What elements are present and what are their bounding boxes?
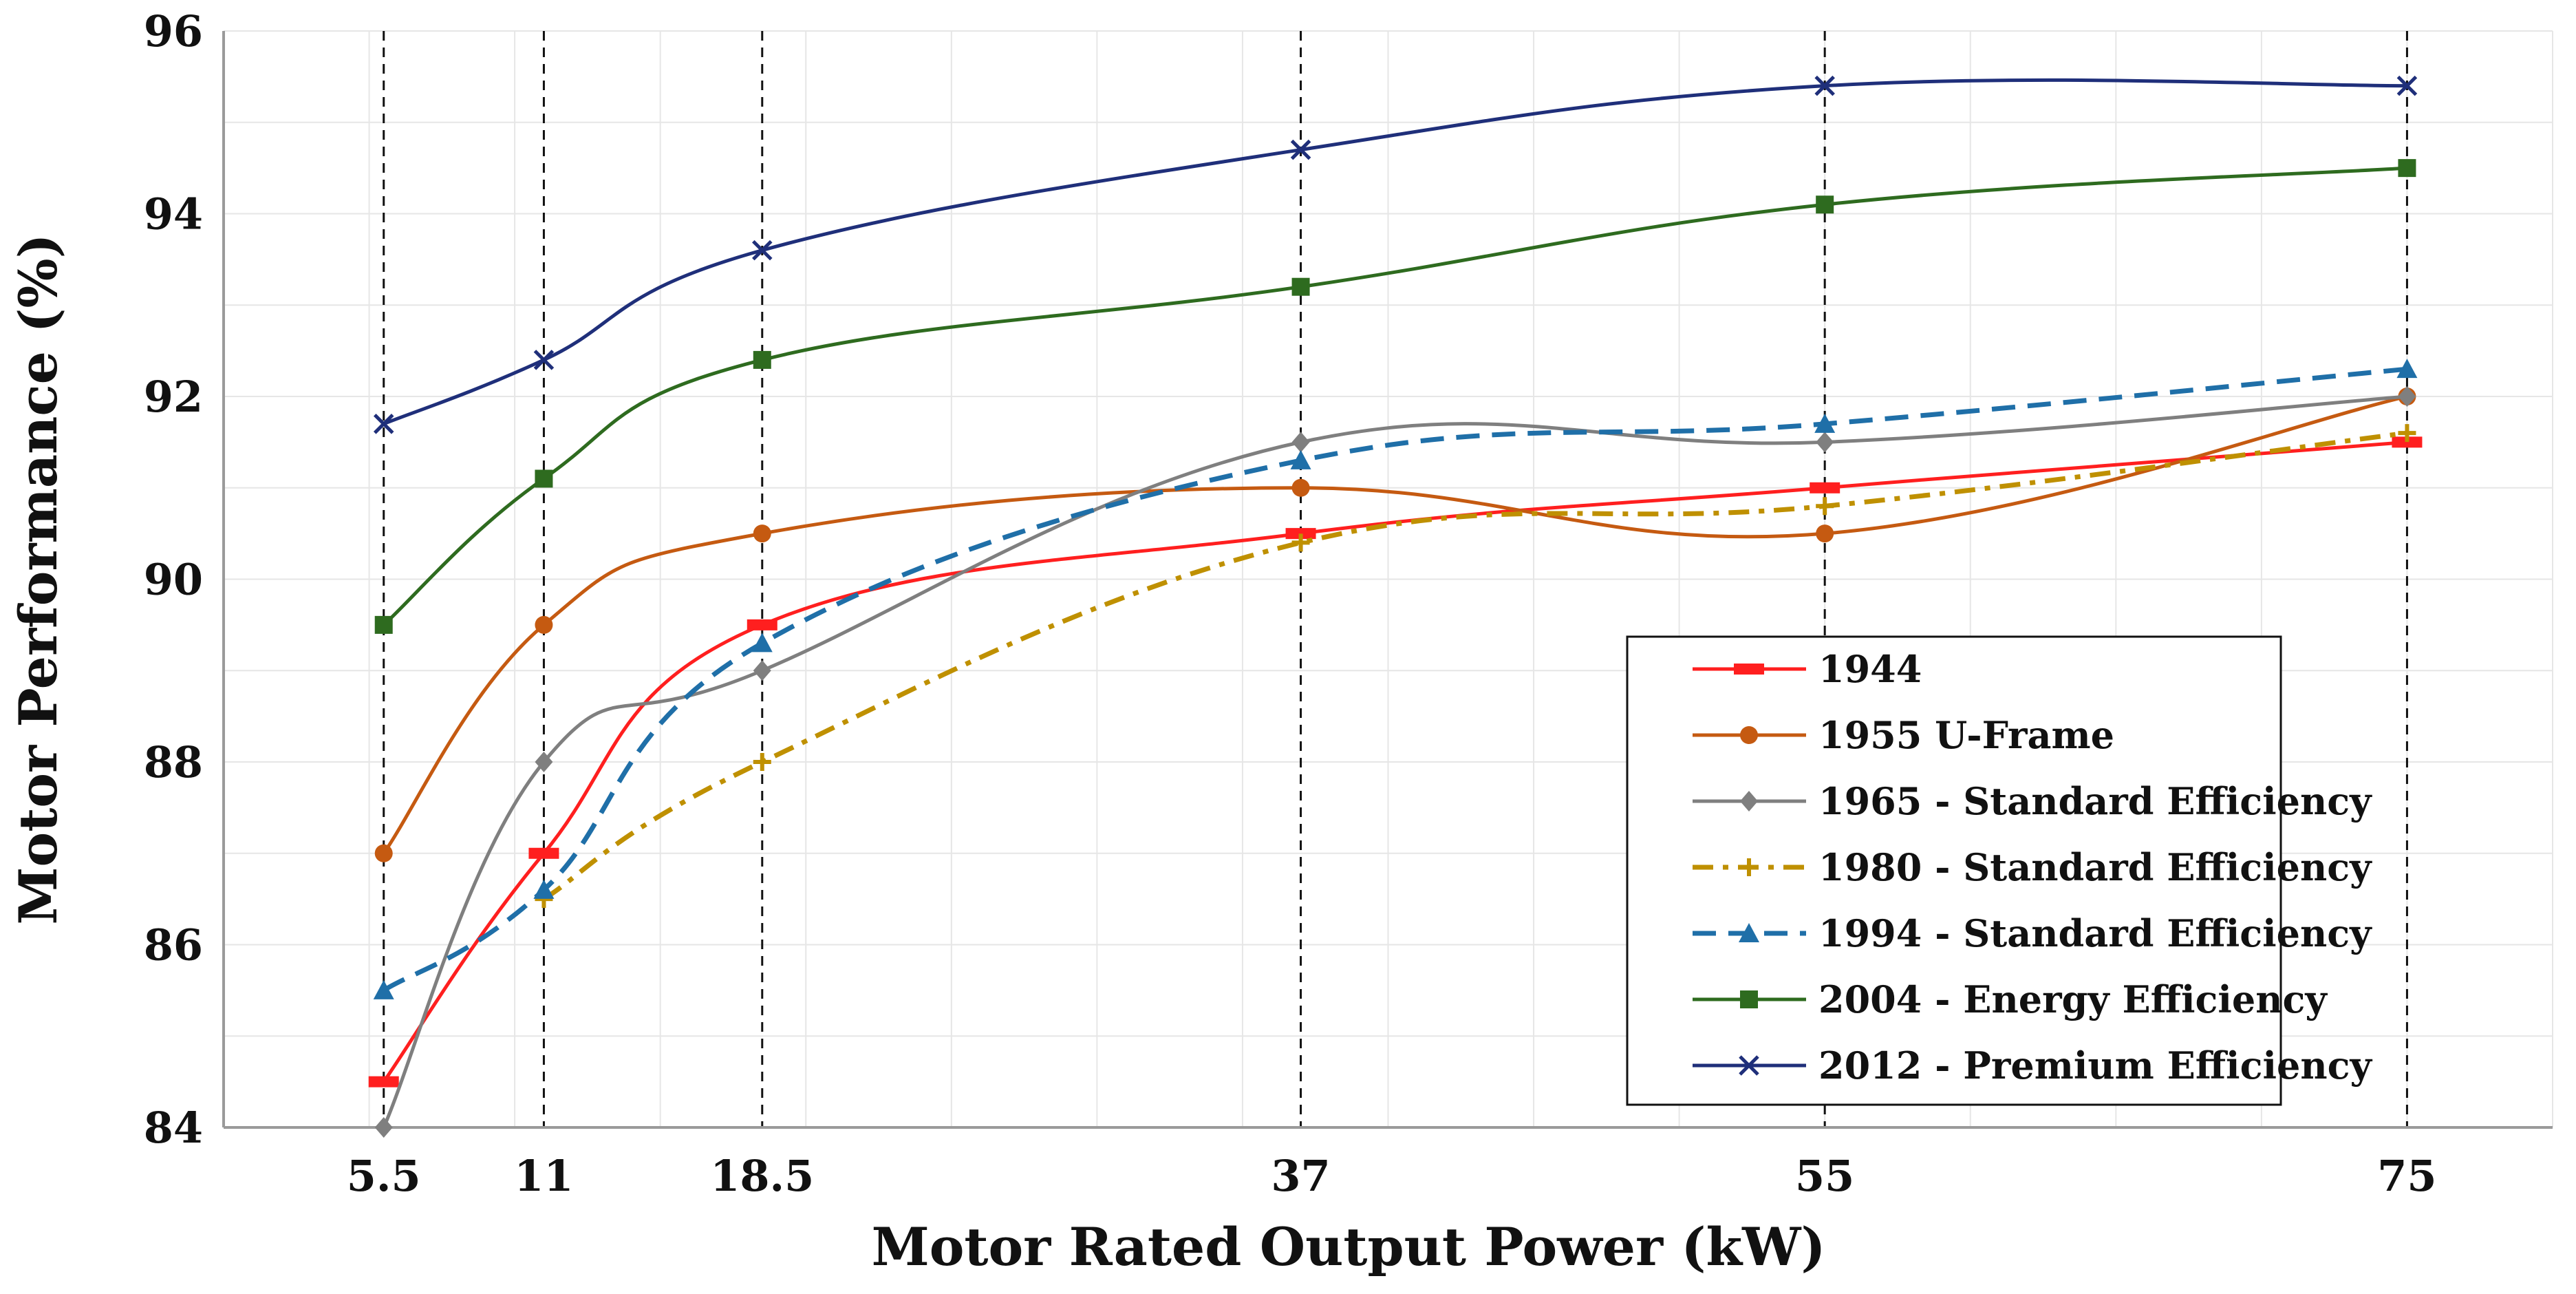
- data-point: [528, 847, 559, 859]
- series-3: [535, 424, 2416, 909]
- legend-swatch-marker: [1739, 923, 1759, 942]
- data-point: [374, 615, 393, 634]
- data-point: [535, 752, 553, 772]
- data-point: [753, 753, 771, 771]
- legend-label: 2004 - Energy Efficiency: [1818, 977, 2328, 1021]
- data-point: [753, 350, 771, 369]
- data-point: [533, 350, 555, 370]
- legend-item: 1955 U-Frame: [1693, 713, 2114, 757]
- legend-label: 1994 - Standard Efficiency: [1818, 911, 2372, 955]
- y-tick-label: 92: [144, 372, 203, 422]
- y-tick-label: 88: [144, 737, 203, 787]
- data-point: [751, 633, 773, 653]
- data-point: [1291, 478, 1310, 497]
- data-point: [373, 979, 394, 999]
- data-point: [1814, 75, 1835, 96]
- x-tick-label: 18.5: [710, 1151, 814, 1201]
- data-point: [2398, 159, 2416, 178]
- legend-item: 1965 - Standard Efficiency: [1693, 779, 2372, 823]
- data-point: [1291, 432, 1310, 453]
- data-point: [1814, 413, 1836, 433]
- x-tick-label: 5.5: [347, 1151, 421, 1201]
- y-axis-title: Motor Performance (%): [8, 233, 69, 924]
- legend-box: [1626, 635, 2282, 1106]
- data-point: [535, 469, 553, 488]
- x-axis-title: Motor Rated Output Power (kW): [872, 1216, 1826, 1277]
- series-line: [383, 78, 2407, 426]
- series-line: [383, 166, 2407, 626]
- y-tick-label: 84: [144, 1103, 203, 1153]
- legend-swatch-marker: [1740, 726, 1758, 744]
- legend-item: 2004 - Energy Efficiency: [1693, 977, 2328, 1021]
- legend-label: 1944: [1818, 647, 1922, 691]
- legend-label: 1965 - Standard Efficiency: [1818, 779, 2372, 823]
- data-point: [374, 1117, 393, 1138]
- tick-labels: 84 86 88 90 92 94 96 5.5 11 18.5 37 55 75: [144, 6, 2437, 1201]
- data-point: [2396, 75, 2418, 96]
- data-point: [747, 619, 777, 630]
- data-point: [2398, 386, 2416, 407]
- x-tick-label: 75: [2377, 1151, 2436, 1201]
- data-point: [1816, 432, 1834, 453]
- legend-label: 1980 - Standard Efficiency: [1818, 845, 2372, 889]
- legend-item: 1980 - Standard Efficiency: [1693, 845, 2372, 889]
- data-point: [752, 240, 773, 261]
- axes: [222, 31, 2553, 1129]
- x-tick-label: 55: [1795, 1151, 1854, 1201]
- data-point: [533, 879, 555, 899]
- series-4: [373, 359, 2418, 999]
- data-point: [2392, 436, 2423, 448]
- data-point: [2398, 424, 2416, 443]
- x-tick-label: 11: [514, 1151, 573, 1201]
- data-point: [753, 660, 771, 681]
- legend-item: 2012 - Premium Efficiency: [1693, 1043, 2372, 1088]
- data-point: [374, 844, 393, 862]
- legend: 1944 1955 U-Frame 1965 - Standard Efficien…: [1626, 635, 2372, 1106]
- data-point: [1290, 139, 1311, 160]
- legend-label: 2012 - Premium Efficiency: [1818, 1043, 2372, 1088]
- data-point: [1291, 533, 1310, 552]
- legend-swatch-marker: [1739, 1055, 1759, 1076]
- series-5: [374, 159, 2416, 634]
- data-point: [373, 414, 394, 434]
- data-point: [1290, 449, 1311, 469]
- legend-swatch-marker: [1734, 664, 1764, 675]
- legend-item: 1994 - Standard Efficiency: [1693, 911, 2372, 955]
- data-point: [2396, 359, 2418, 379]
- data-point: [1291, 277, 1310, 296]
- series-line: [382, 366, 2407, 993]
- data-point: [1816, 195, 1834, 214]
- legend-swatch-marker: [1740, 791, 1758, 812]
- y-tick-label: 86: [144, 920, 203, 970]
- legend-swatch-marker: [1740, 858, 1758, 876]
- legend-item: 1944: [1693, 647, 1922, 691]
- data-point: [1810, 482, 1840, 494]
- y-tick-label: 94: [144, 189, 203, 240]
- data-point: [1816, 524, 1834, 543]
- series-6: [373, 75, 2418, 434]
- x-tick-label: 37: [1271, 1151, 1330, 1201]
- data-point: [1285, 528, 1316, 540]
- y-tick-label: 96: [144, 6, 203, 56]
- series-1: [374, 388, 2416, 862]
- series-lines: [368, 75, 2423, 1138]
- series-0: [368, 436, 2423, 1088]
- data-point: [535, 615, 553, 634]
- y-tick-label: 90: [144, 555, 203, 605]
- legend-swatch-marker: [1740, 990, 1758, 1008]
- data-point: [368, 1076, 399, 1088]
- legend-label: 1955 U-Frame: [1818, 713, 2114, 757]
- data-point: [1816, 497, 1834, 516]
- data-point: [753, 524, 771, 543]
